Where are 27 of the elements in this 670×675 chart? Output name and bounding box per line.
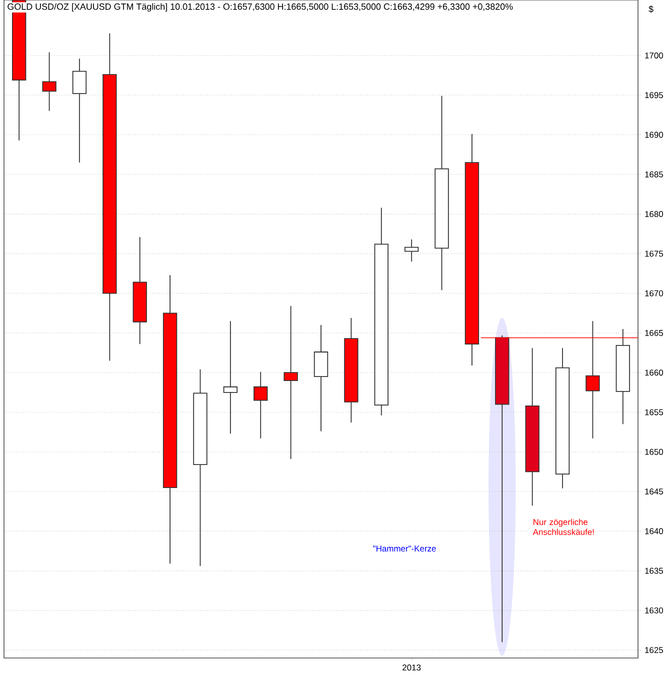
candlestick: [72, 58, 87, 163]
y-tick-label: 1635: [645, 568, 664, 574]
chart-title: GOLD USD/OZ [XAUUSD GTM Täglich] 10.01.2013 - O:1657,6300 H:1665,5000 L:1653,5000 C:1663,4299 +6,3300 +0,3820%: [8, 3, 513, 12]
y-tick-label: 1680: [645, 211, 664, 218]
annotation: "Hammer"-Kerze: [373, 546, 436, 552]
candlestick: [42, 52, 56, 112]
y-tick-label: 1655: [645, 409, 664, 416]
y-tick-label: 1650: [645, 448, 664, 455]
ref-line-label: Nur zögerliche Anschlusskäufe!: [532, 518, 594, 535]
candlestick: [254, 371, 268, 439]
x-tick-label: 2013: [402, 664, 421, 671]
candlestick: [223, 320, 238, 434]
y-tick-label: 1660: [645, 370, 664, 376]
y-axis-title: $: [648, 6, 654, 13]
y-tick-label: 1645: [645, 488, 664, 495]
y-tick-label: 1675: [645, 250, 664, 257]
y-tick-label: 1630: [645, 607, 664, 614]
candlestick: [284, 306, 298, 460]
y-tick-label: 1685: [645, 171, 664, 178]
y-tick-label: 1640: [645, 528, 664, 534]
candlestick: [404, 238, 419, 262]
y-tick-label: 1665: [645, 330, 664, 336]
y-tick-label: 1625: [645, 647, 664, 654]
y-tick-label: 1670: [645, 290, 664, 296]
y-tick-label: 1700: [645, 52, 664, 58]
y-tick-label: 1690: [645, 132, 664, 138]
y-tick-label: 1695: [645, 92, 664, 98]
